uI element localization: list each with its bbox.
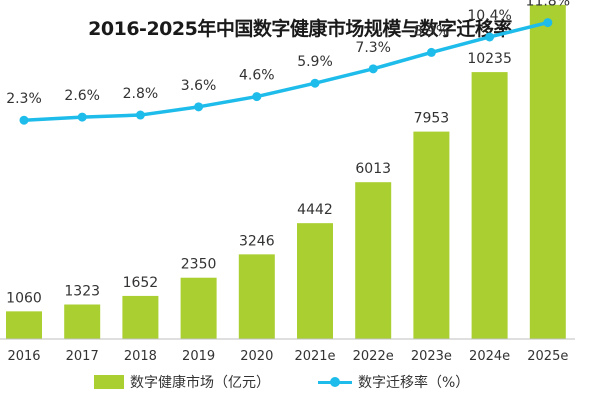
bar-2024e [471,72,508,339]
line-point [368,64,378,74]
line-value-label: 2.3% [6,91,42,107]
bar-value-label: 6013 [355,161,391,177]
line-value-label: 7.3% [355,40,391,56]
bar-value-label: 10235 [467,51,512,67]
x-tick-label: 2021e [294,349,335,364]
bar-2022e [355,182,392,339]
bar-2021e [297,223,333,339]
line-value-label: 11.8% [526,0,570,10]
legend-line: 数字迁移率（%） [318,372,469,392]
bar-2025e [529,4,566,340]
bar-value-label: 1652 [123,275,159,291]
line-layer [19,18,553,125]
x-tick-label: 2017 [66,349,99,364]
line-value-label: 4.6% [239,68,275,84]
x-tick-label: 2022e [353,349,394,364]
bar-2018 [122,295,159,339]
line-point [252,92,262,102]
line-value-label: 5.9% [297,54,333,70]
x-tick-label: 2023e [411,349,452,364]
x-tick-label: 2019 [182,349,215,364]
bar-value-label: 7953 [414,111,450,127]
line-point [310,78,320,88]
legend-line-swatch [318,375,352,389]
bar-2019 [180,277,217,339]
bar-value-label: 1323 [64,284,100,300]
bar-value-label: 4442 [297,202,333,218]
legend-bar-label: 数字健康市场（亿元） [130,375,270,391]
x-tick-labels: 2016 2017 2018 2019 2020 2021e 2022e 2023e 2024e… [7,349,568,364]
line-value-labels: 2.3% 2.6% 2.8% 3.6% 4.6% 5.9% 7.3% 8.9% 10.4% 11.… [6,0,570,107]
legend-bar-swatch [94,375,124,389]
bar-value-label: 1060 [6,290,42,306]
line-point [19,115,29,125]
bar-2016 [6,311,42,339]
line-value-label: 10.4% [467,8,511,24]
line-point [135,110,145,120]
bar-value-labels: 1060132316522350324644426013795310235128… [6,51,512,306]
line-point [77,112,87,122]
line-value-label: 3.6% [181,78,217,94]
x-tick-label: 2025e [527,349,568,364]
line-point [194,102,204,112]
bar-2023e [413,131,450,339]
line-value-label: 2.8% [123,86,159,102]
line-value-label: 2.6% [64,88,100,104]
bar-2017 [64,304,101,339]
x-tick-label: 2016 [7,349,40,364]
x-tick-label: 2020 [240,349,273,364]
bar-value-label: 3246 [239,233,275,249]
line-point [426,47,436,57]
chart-title: 2016-2025年中国数字健康市场规模与数字迁移率 [88,18,512,40]
bar-value-label: 2350 [181,257,217,273]
x-tick-label: 2024e [469,349,510,364]
bars-layer [6,4,566,340]
line-point [543,18,553,28]
line-point [485,32,495,42]
x-tick-label: 2018 [124,349,157,364]
line-series [23,20,549,122]
legend-bar: 数字健康市场（亿元） [94,372,270,392]
legend-line-label: 数字迁移率（%） [358,375,470,391]
line-value-label: 8.9% [414,23,450,39]
bar-2020 [238,254,275,339]
